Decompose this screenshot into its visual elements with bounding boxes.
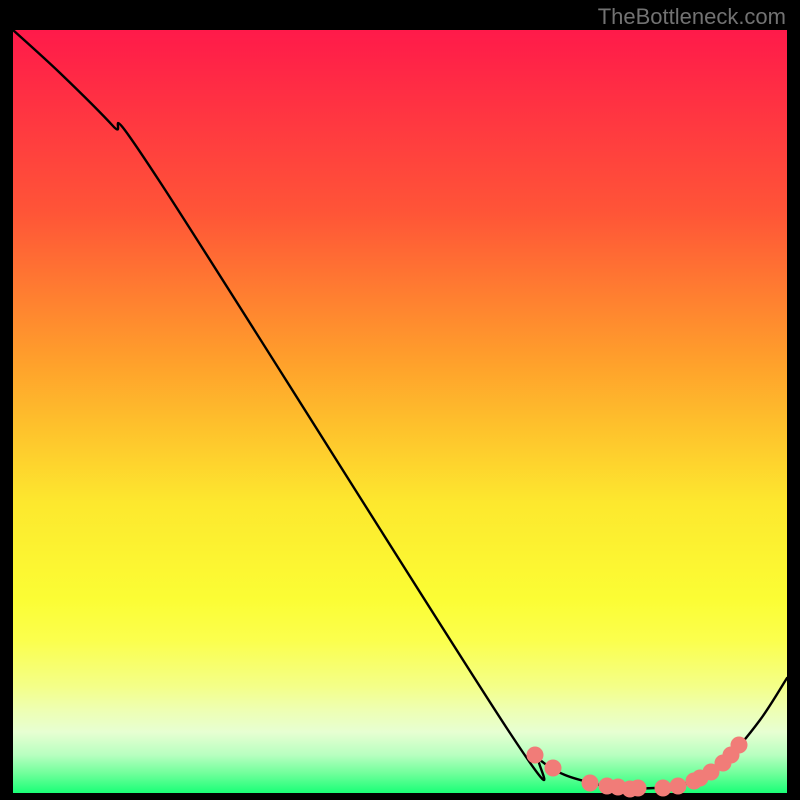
watermark-label: TheBottleneck.com bbox=[598, 4, 786, 30]
data-marker bbox=[630, 780, 647, 797]
data-marker bbox=[527, 747, 544, 764]
data-marker bbox=[582, 775, 599, 792]
data-marker bbox=[670, 778, 687, 795]
data-marker bbox=[545, 760, 562, 777]
marker-layer bbox=[13, 30, 787, 793]
plot-area bbox=[13, 30, 787, 793]
chart-root: TheBottleneck.com bbox=[0, 0, 800, 800]
data-marker bbox=[731, 737, 748, 754]
